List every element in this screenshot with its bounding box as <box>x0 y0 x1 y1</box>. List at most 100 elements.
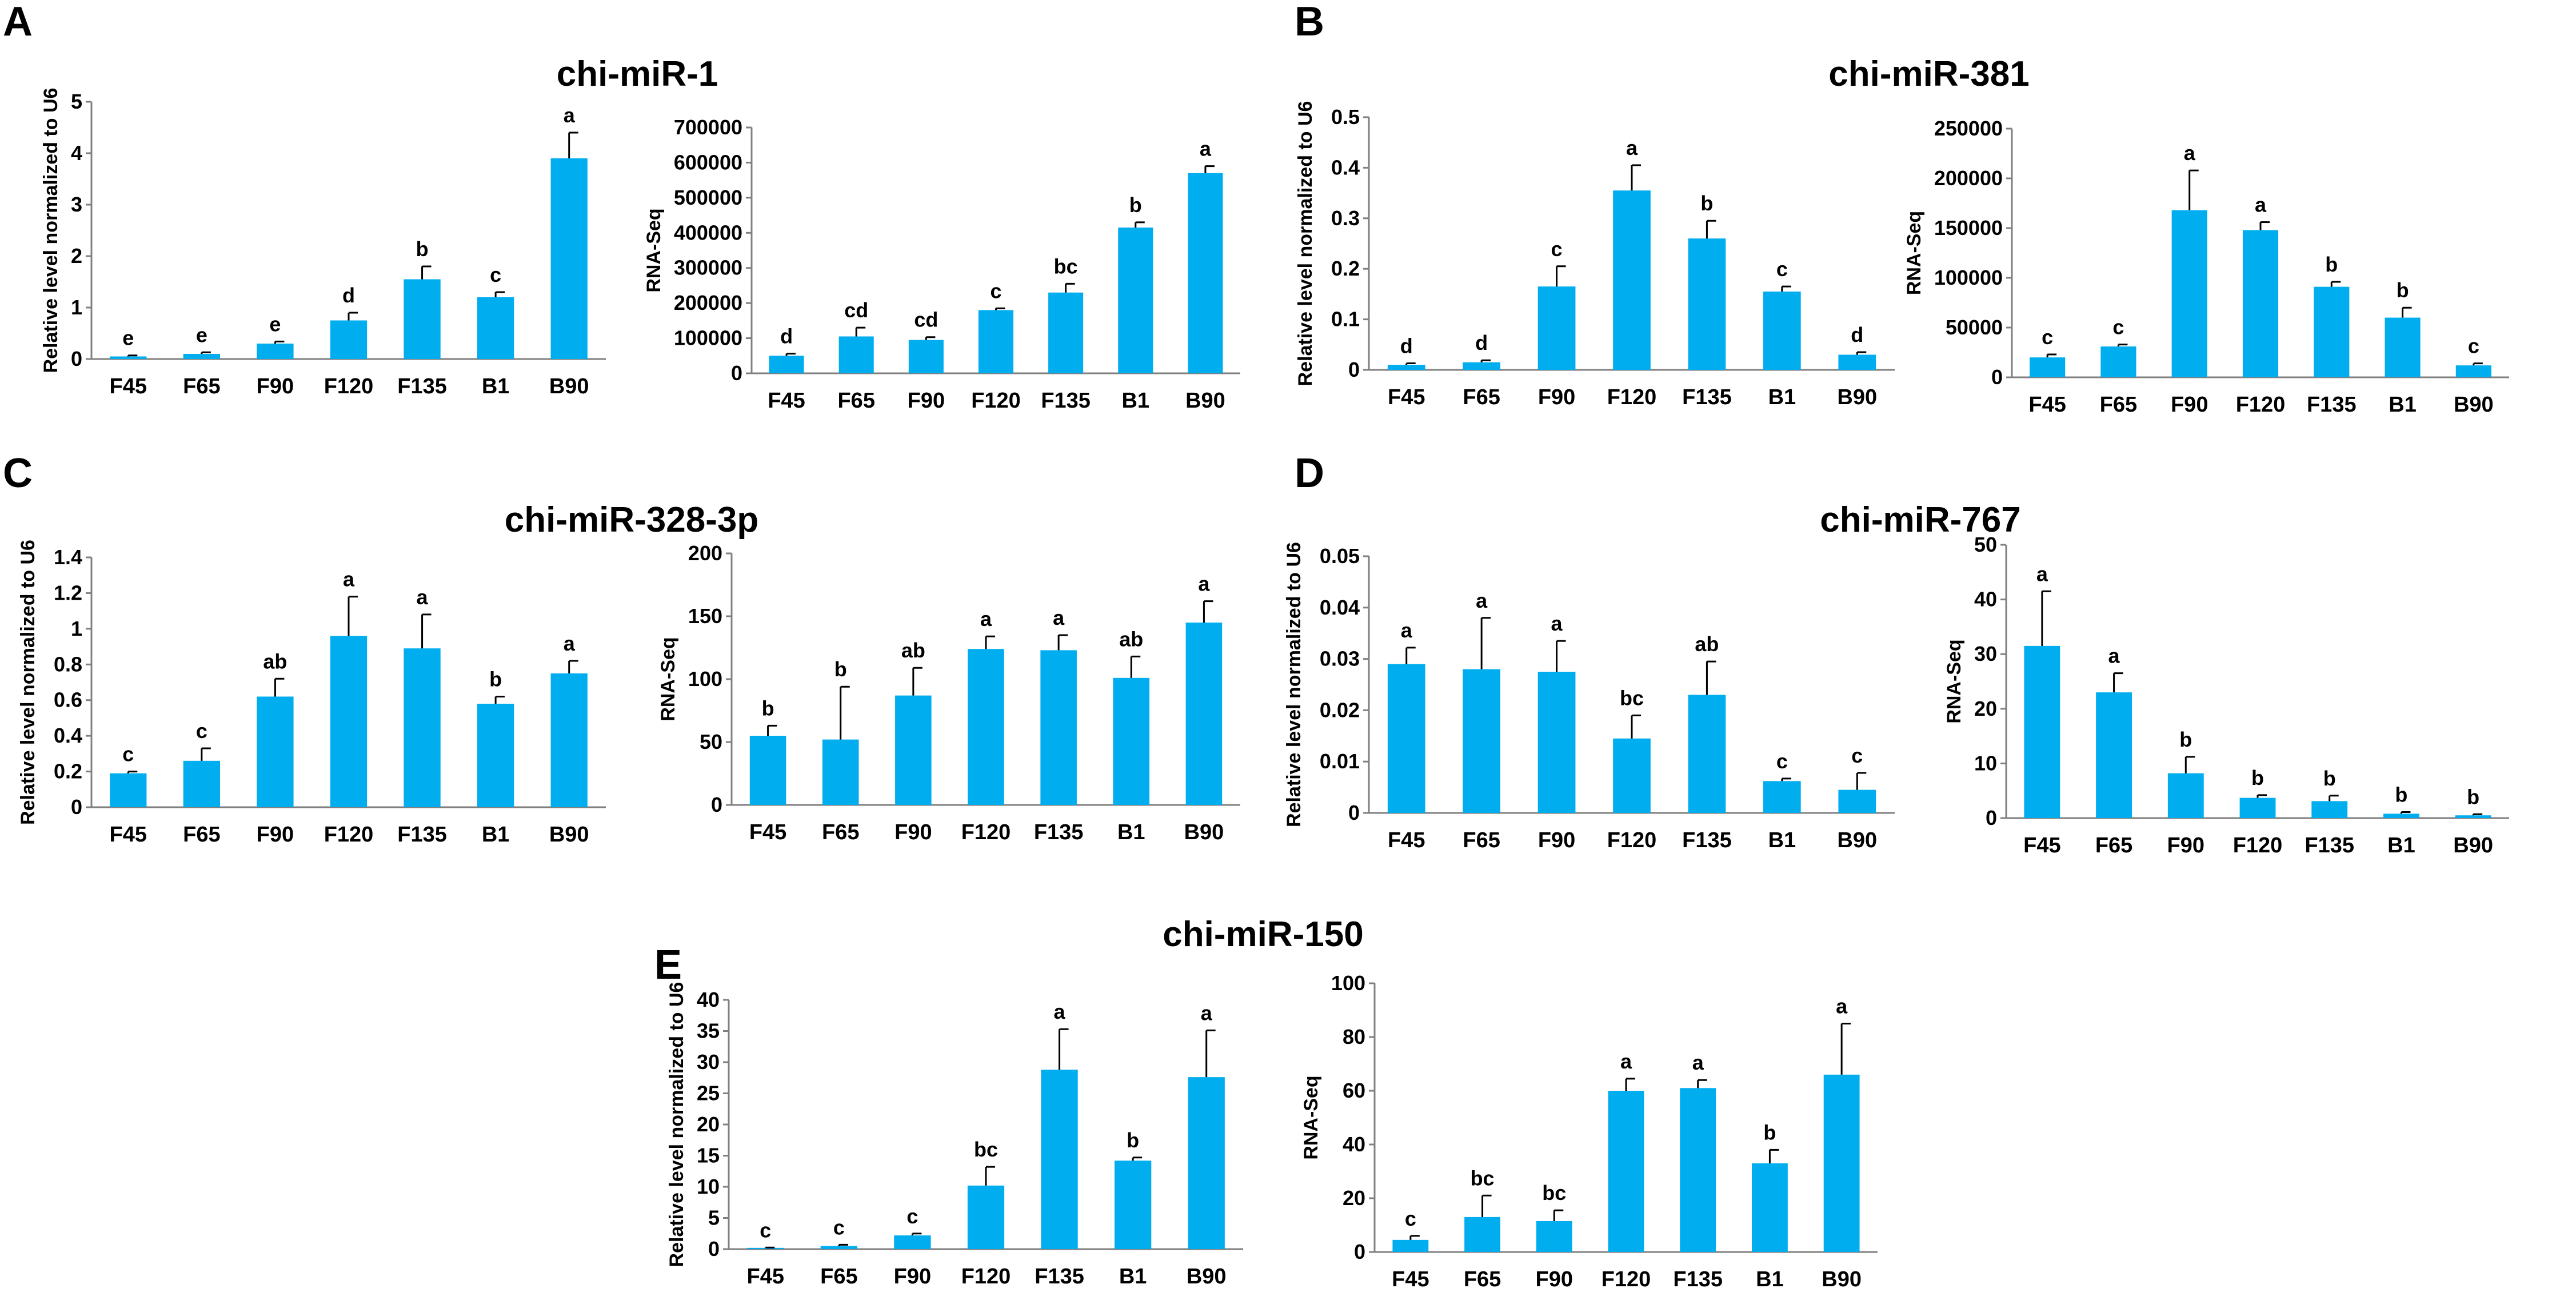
y-tick-label: 50000 <box>1946 316 2003 339</box>
bar-b90 <box>1185 623 1223 805</box>
significance-letter: bc <box>1620 686 1644 709</box>
y-axis-title: RNA-Seq <box>657 637 679 721</box>
bar-f120 <box>1608 1091 1644 1252</box>
significance-letter: a <box>2255 193 2267 217</box>
y-tick-label: 1.4 <box>54 545 82 569</box>
category-label: F135 <box>397 823 447 847</box>
category-label: F120 <box>1601 1267 1651 1291</box>
y-tick-label: 0.1 <box>1331 308 1360 331</box>
y-tick-label: 0 <box>1986 806 1997 830</box>
category-label: F90 <box>1538 385 1575 409</box>
significance-letter: a <box>980 607 992 631</box>
bar-f45 <box>749 736 786 805</box>
y-tick-label: 15 <box>697 1144 720 1167</box>
category-label: F65 <box>822 820 859 844</box>
y-axis-title: Relative level normalized to U6 <box>17 540 39 825</box>
y-tick-label: 35 <box>697 1019 720 1043</box>
category-label: B90 <box>2454 393 2494 417</box>
significance-letter: a <box>1692 1051 1704 1074</box>
y-tick-label: 0 <box>731 361 742 385</box>
significance-letter: a <box>1198 572 1210 596</box>
category-label: F45 <box>1392 1267 1429 1291</box>
y-tick-label: 0.4 <box>54 724 82 747</box>
bar-f120 <box>978 310 1014 373</box>
rnaseq-chart: 0 50000 100000 150000 200000 250000 RNA-Seq c F4… <box>1903 117 2509 417</box>
category-label: F135 <box>397 374 447 398</box>
y-tick-label: 0.3 <box>1331 206 1360 230</box>
category-label: F135 <box>2305 834 2354 858</box>
y-tick-label: 0 <box>711 793 722 816</box>
y-tick-label: 60 <box>1343 1079 1365 1102</box>
bar-f90 <box>257 344 294 359</box>
bar-f135 <box>2311 801 2348 818</box>
bar-f65 <box>838 336 874 373</box>
significance-letter: c <box>2112 316 2124 339</box>
category-label: B90 <box>549 823 589 847</box>
significance-letter: c <box>833 1215 845 1239</box>
category-label: F65 <box>1464 1267 1501 1291</box>
bar-f90 <box>2171 210 2207 377</box>
significance-letter: a <box>1200 137 1212 161</box>
category-label: F120 <box>1607 385 1657 409</box>
significance-letter: b <box>2395 783 2407 806</box>
significance-letter: a <box>2108 644 2120 668</box>
y-tick-label: 100 <box>688 667 722 691</box>
y-tick-label: 20 <box>1343 1186 1365 1210</box>
significance-letter: a <box>343 568 355 591</box>
category-label: B90 <box>1185 389 1225 413</box>
y-tick-label: 0 <box>1348 801 1360 824</box>
category-label: F45 <box>110 823 147 847</box>
bar-f65 <box>820 1246 857 1249</box>
category-label: F65 <box>820 1265 857 1289</box>
category-label: B1 <box>1119 1265 1147 1289</box>
y-tick-label: 250000 <box>1934 117 2003 140</box>
y-tick-label: 200 <box>688 541 722 565</box>
category-label: B90 <box>1837 828 1877 852</box>
category-label: F120 <box>1607 828 1657 852</box>
bar-b1 <box>477 297 514 359</box>
category-label: B1 <box>1756 1267 1784 1291</box>
rnaseq-chart: 0 10 20 30 40 50 RNA-Seq a F45 a F65 b F90 b F120 b F135… <box>1943 533 2509 858</box>
panel-b: B chi-miR-381 0 0.1 0.2 0.3 0.4 0.5 Relative l… <box>1295 0 2509 417</box>
category-label: F65 <box>2100 393 2137 417</box>
bar-f65 <box>183 760 220 807</box>
bar-b90 <box>1188 1077 1225 1249</box>
significance-letter: a <box>417 585 429 609</box>
y-tick-label: 50 <box>700 730 722 753</box>
significance-letter: c <box>1405 1207 1416 1230</box>
y-tick-label: 100000 <box>674 326 742 350</box>
significance-letter: d <box>342 284 355 307</box>
bar-f65 <box>822 739 859 805</box>
significance-letter: a <box>2036 562 2048 585</box>
bar-f45 <box>1387 664 1425 813</box>
significance-letter: bc <box>1054 254 1078 278</box>
y-tick-label: 0.2 <box>54 760 82 783</box>
bar-f45 <box>1392 1239 1429 1252</box>
category-label: F90 <box>257 823 294 847</box>
y-tick-label: 20 <box>1974 697 1997 720</box>
significance-letter: c <box>1851 744 1863 767</box>
significance-letter: b <box>2251 766 2264 789</box>
significance-letter: a <box>1836 995 1848 1018</box>
bar-f45 <box>1387 365 1425 370</box>
category-label: B1 <box>2389 393 2417 417</box>
bar-f135 <box>1040 650 1077 805</box>
panel-letter: B <box>1295 0 1324 45</box>
significance-letter: d <box>1400 334 1413 358</box>
significance-letter: c <box>990 279 1001 302</box>
significance-letter: b <box>2323 767 2336 790</box>
category-label: B1 <box>482 374 510 398</box>
rnaseq-chart: 0 50 100 150 200 RNA-Seq b F45 b F65 ab F90 a F120 a F1… <box>657 541 1240 844</box>
y-tick-label: 3 <box>71 193 82 216</box>
category-label: B90 <box>1837 385 1877 409</box>
y-tick-label: 1 <box>71 296 82 319</box>
significance-letter: ab <box>901 639 925 662</box>
y-tick-label: 20 <box>697 1112 720 1136</box>
category-label: B90 <box>1184 820 1224 844</box>
category-label: F135 <box>2307 393 2357 417</box>
bar-f135 <box>1041 1070 1078 1249</box>
significance-letter: b <box>2397 278 2409 302</box>
significance-letter: b <box>1700 192 1713 215</box>
bar-b1 <box>477 703 514 807</box>
significance-letter: ab <box>1695 632 1719 656</box>
